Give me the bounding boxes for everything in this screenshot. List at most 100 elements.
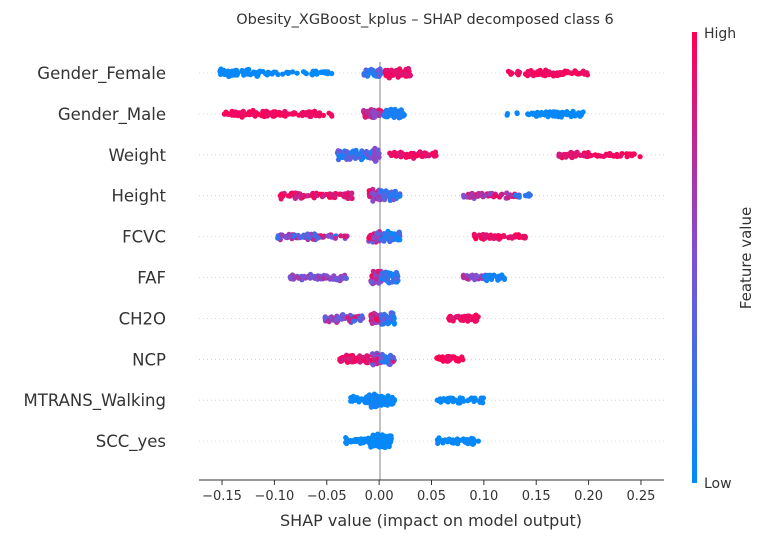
shap-point bbox=[374, 316, 380, 322]
shap-point bbox=[457, 400, 463, 406]
shap-point bbox=[368, 442, 374, 448]
shap-point bbox=[388, 310, 394, 316]
shap-point bbox=[270, 111, 276, 117]
shap-point bbox=[365, 110, 371, 116]
shap-point bbox=[397, 108, 403, 114]
shap-point bbox=[334, 277, 340, 283]
shap-point bbox=[279, 232, 285, 238]
shap-point bbox=[377, 110, 383, 116]
shap-point bbox=[311, 70, 317, 76]
shap-point bbox=[475, 438, 481, 444]
shap-point bbox=[332, 235, 338, 241]
shap-point bbox=[371, 156, 377, 162]
shap-point bbox=[296, 112, 302, 118]
shap-point bbox=[375, 431, 381, 437]
feature-label: NCP bbox=[132, 350, 166, 369]
shap-point bbox=[525, 111, 531, 117]
shap-point bbox=[298, 192, 304, 198]
shap-point bbox=[464, 439, 470, 445]
shap-point bbox=[381, 238, 387, 244]
x-tick-label: −0.15 bbox=[202, 489, 242, 504]
shap-point bbox=[356, 399, 362, 405]
shap-point bbox=[361, 358, 368, 364]
shap-point bbox=[557, 70, 563, 76]
shap-point bbox=[480, 231, 486, 238]
shap-point bbox=[316, 113, 322, 119]
colorbar-high-label: High bbox=[704, 26, 736, 42]
shap-point bbox=[492, 233, 498, 239]
chart-title: Obesity_XGBoost_kplus – SHAP decomposed … bbox=[236, 12, 614, 28]
shap-point bbox=[320, 112, 326, 118]
shap-point bbox=[361, 439, 367, 445]
shap-point bbox=[282, 113, 288, 119]
feature-points-row bbox=[217, 65, 591, 81]
shap-point bbox=[341, 233, 348, 239]
shap-point bbox=[328, 193, 334, 199]
shap-point bbox=[348, 190, 354, 196]
x-tick-label: 0.10 bbox=[469, 489, 498, 504]
shap-point bbox=[465, 398, 471, 404]
shap-point bbox=[473, 312, 479, 318]
colorbar-title: Feature value bbox=[737, 207, 755, 309]
shap-point bbox=[386, 193, 393, 199]
feature-label: FAF bbox=[137, 269, 166, 288]
shap-point bbox=[322, 314, 328, 320]
row-guide-lines bbox=[199, 72, 664, 442]
shap-point bbox=[573, 70, 579, 76]
shap-point bbox=[299, 234, 305, 240]
shap-point bbox=[218, 66, 224, 72]
shap-point bbox=[408, 152, 414, 158]
shap-point bbox=[379, 321, 385, 327]
shap-point bbox=[371, 191, 378, 197]
shap-point bbox=[472, 395, 478, 401]
shap-point bbox=[280, 71, 286, 77]
shap-point bbox=[499, 272, 505, 278]
feature-label: Gender_Female bbox=[37, 64, 166, 84]
shap-point bbox=[552, 113, 558, 119]
shap-point bbox=[375, 147, 381, 153]
shap-point bbox=[370, 235, 376, 241]
shap-point bbox=[392, 188, 398, 194]
shap-point bbox=[381, 113, 387, 119]
shap-point bbox=[380, 192, 386, 198]
shap-point bbox=[467, 193, 474, 199]
shap-point bbox=[483, 277, 489, 283]
feature-points-row bbox=[337, 350, 466, 368]
shap-point bbox=[487, 235, 494, 241]
shap-point bbox=[382, 439, 388, 445]
shap-point bbox=[581, 71, 588, 77]
shap-point bbox=[250, 111, 256, 117]
shap-point bbox=[356, 151, 362, 157]
shap-point bbox=[368, 279, 374, 285]
shap-point bbox=[390, 354, 396, 360]
shap-point bbox=[289, 111, 296, 117]
shap-point bbox=[255, 111, 261, 117]
shap-point bbox=[382, 444, 388, 450]
shap-point bbox=[523, 193, 529, 199]
shap-point bbox=[395, 71, 401, 78]
shap-point bbox=[387, 107, 393, 113]
shap-point bbox=[504, 111, 511, 117]
shap-point bbox=[505, 195, 511, 201]
shap-point bbox=[509, 70, 515, 76]
shap-point bbox=[449, 315, 455, 321]
shap-point bbox=[382, 109, 389, 115]
shap-point bbox=[378, 272, 385, 278]
shap-point bbox=[526, 70, 532, 76]
shap-point bbox=[404, 151, 410, 157]
shap-point bbox=[320, 69, 326, 76]
shap-point bbox=[293, 274, 299, 280]
feature-label: MTRANS_Walking bbox=[24, 391, 167, 411]
shap-point bbox=[294, 70, 300, 76]
shap-point bbox=[534, 72, 540, 78]
shap-point bbox=[371, 352, 377, 358]
shap-point bbox=[588, 152, 594, 159]
shap-point bbox=[516, 234, 522, 240]
feature-points-row bbox=[221, 106, 586, 121]
shap-point bbox=[386, 320, 392, 326]
x-tick-label: 0.20 bbox=[574, 489, 603, 504]
shap-point bbox=[340, 312, 346, 318]
shap-point bbox=[245, 71, 251, 77]
shap-point bbox=[389, 279, 395, 285]
